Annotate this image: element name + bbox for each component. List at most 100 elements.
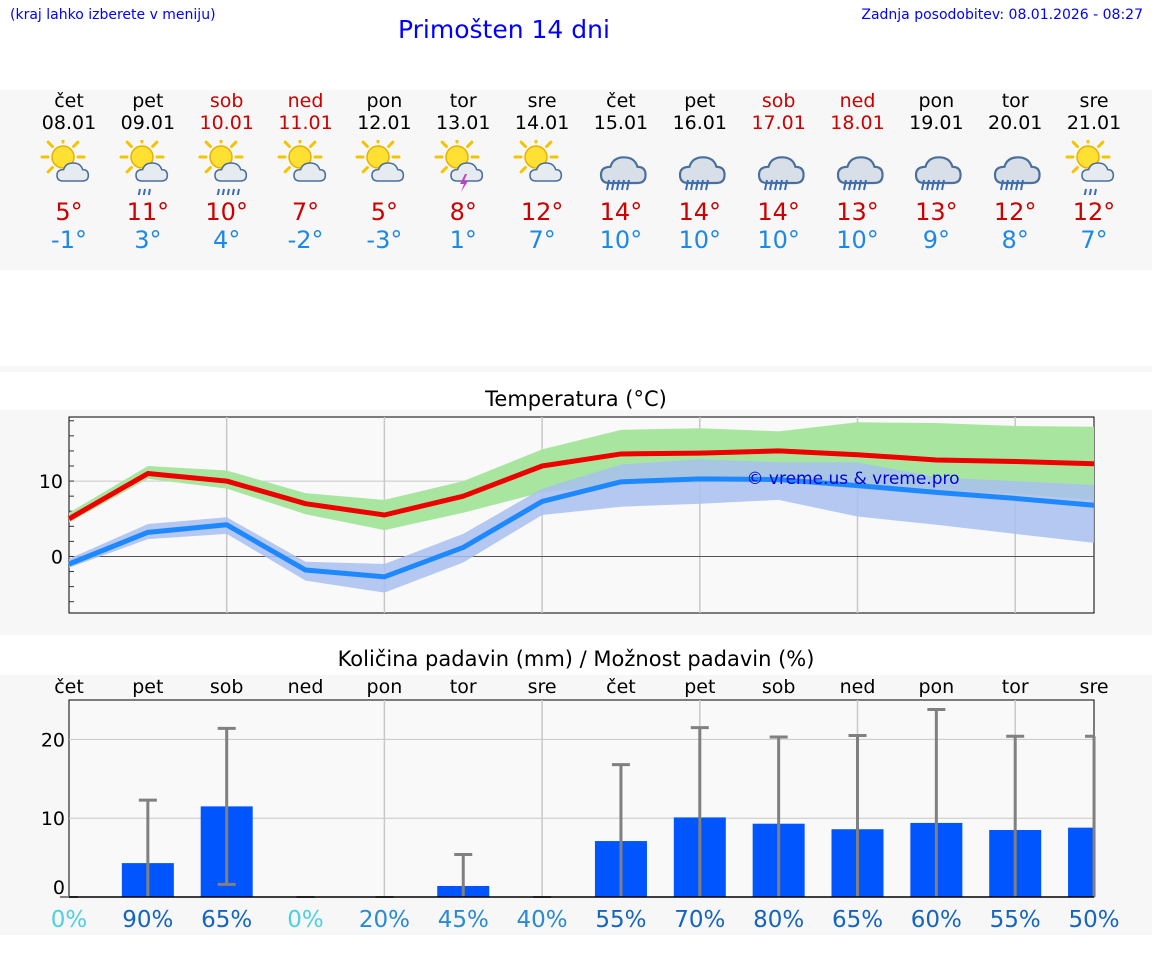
- x-tick-label: sre: [1080, 676, 1109, 698]
- precip-probability: 65%: [201, 907, 252, 933]
- precip-probability: 0%: [287, 907, 324, 933]
- min-temp: 10°: [757, 226, 800, 254]
- daily-forecast-strip: čet 08.01 5° -1° pet 09.01 11° 3° sob 10.01 10° 4° n…: [0, 90, 1152, 270]
- day-name: sre: [527, 90, 557, 112]
- sun-cloud-rain-icon: [1065, 140, 1115, 195]
- max-temp: 12°: [993, 198, 1037, 226]
- min-temp: 10°: [678, 226, 722, 254]
- max-temp: 8°: [449, 198, 477, 226]
- sun-cloud-icon: [40, 140, 90, 182]
- day-name: pet: [684, 90, 716, 112]
- max-temp-range-band: [69, 422, 1094, 531]
- min-temp: 3°: [134, 226, 162, 254]
- sun-cloud-heavy-rain-icon: [198, 140, 247, 195]
- y-tick-label: 10: [41, 808, 65, 830]
- precip-probability: 55%: [990, 907, 1041, 933]
- watermark: © vreme.us & vreme.pro: [746, 469, 959, 489]
- min-temp: 1°: [449, 226, 477, 254]
- day-name: sob: [209, 90, 244, 112]
- day-date: 17.01: [751, 112, 806, 134]
- menu-hint: (kraj lahko izberete v meniju): [10, 7, 216, 23]
- precip-probability: 55%: [595, 907, 646, 933]
- day-date: 13.01: [436, 112, 491, 134]
- day-date: 20.01: [987, 112, 1043, 134]
- cloud-heavy-rain-icon: [678, 156, 726, 191]
- x-tick-label: tor: [450, 676, 477, 698]
- cloud-heavy-rain-icon: [994, 156, 1041, 191]
- min-temp: 10°: [599, 226, 643, 254]
- x-tick-label: sob: [210, 676, 244, 698]
- x-tick-label: pon: [918, 676, 954, 698]
- page-title: Primošten 14 dni: [398, 15, 610, 44]
- day-date: 21.01: [1066, 112, 1122, 134]
- day-name: pon: [918, 90, 955, 112]
- day-name: tor: [1001, 90, 1029, 112]
- day-date: 08.01: [41, 112, 97, 134]
- max-temp: 12°: [1072, 198, 1116, 226]
- min-temp: 4°: [213, 226, 241, 254]
- precipitation-chart: čet pet sob ned pon tor sre čet pet sob ned pon tor s…: [41, 676, 1120, 933]
- sun-cloud-icon: [513, 140, 563, 182]
- x-tick-label: ned: [288, 676, 324, 698]
- precip-probability: 80%: [753, 907, 804, 933]
- day-name: pet: [132, 90, 164, 112]
- last-update: Zadnja posodobitev: 08.01.2026 - 08:27: [861, 7, 1143, 23]
- day-name: ned: [287, 90, 324, 112]
- cloud-heavy-rain-icon: [915, 156, 962, 191]
- day-date: 11.01: [278, 112, 333, 134]
- y-tick-label: 0: [51, 546, 63, 568]
- x-tick-label: sob: [762, 676, 796, 698]
- day-name: čet: [54, 90, 84, 112]
- min-temp: 9°: [922, 226, 950, 254]
- max-temp: 11°: [126, 198, 170, 226]
- max-temp: 13°: [836, 198, 879, 226]
- day-name: sob: [761, 90, 796, 112]
- precip-probability: 60%: [911, 907, 962, 933]
- precipitation-title: Količina padavin (mm) / Možnost padavin …: [337, 647, 815, 671]
- x-tick-label: pon: [367, 676, 403, 698]
- max-temp: 14°: [599, 198, 643, 226]
- max-temp: 12°: [520, 198, 564, 226]
- temperature-chart: 0 10 © vreme.us & vreme.pro: [39, 416, 1095, 614]
- min-temp: -1°: [51, 226, 87, 254]
- x-tick-label: pet: [132, 676, 163, 698]
- divider-band: [0, 366, 1152, 372]
- precip-probability: 50%: [1068, 907, 1119, 933]
- cloud-heavy-rain-icon: [757, 156, 805, 191]
- day-date: 15.01: [593, 112, 649, 134]
- y-tick-label: 10: [39, 471, 63, 493]
- day-name: ned: [839, 90, 876, 112]
- max-temp: 7°: [291, 198, 320, 226]
- day-date: 18.01: [830, 112, 885, 134]
- day-date: 10.01: [199, 112, 254, 134]
- y-tick-label: 20: [41, 729, 65, 751]
- day-name: čet: [606, 90, 636, 112]
- cloud-heavy-rain-icon: [836, 156, 884, 191]
- precip-probability: 70%: [674, 907, 725, 933]
- max-temp: 5°: [55, 198, 83, 226]
- min-temp: -3°: [366, 226, 403, 254]
- x-tick-label: pet: [684, 676, 715, 698]
- precip-probability: 90%: [122, 907, 173, 933]
- precip-bar: [1068, 827, 1094, 897]
- cloud-heavy-rain-icon: [599, 156, 647, 191]
- max-temp: 5°: [370, 198, 399, 226]
- min-temp: 10°: [836, 226, 879, 254]
- max-temp: 13°: [915, 198, 958, 226]
- sun-cloud-thunder-icon: [434, 140, 484, 192]
- precip-probability: 65%: [832, 907, 883, 933]
- x-tick-label: tor: [1002, 676, 1029, 698]
- max-temp: 10°: [205, 198, 248, 226]
- day-date: 14.01: [514, 112, 570, 134]
- precip-probability: 20%: [359, 907, 410, 933]
- x-tick-label: ned: [840, 676, 876, 698]
- min-temp: 7°: [1080, 226, 1108, 254]
- day-name: sre: [1079, 90, 1109, 112]
- temperature-title: Temperatura (°C): [485, 387, 667, 411]
- sun-cloud-icon: [277, 140, 326, 182]
- day-name: tor: [449, 90, 477, 112]
- max-temp-line: [67, 448, 1095, 521]
- day-name: pon: [366, 90, 403, 112]
- precip-probability: 40%: [517, 907, 568, 933]
- x-tick-label: čet: [606, 676, 636, 698]
